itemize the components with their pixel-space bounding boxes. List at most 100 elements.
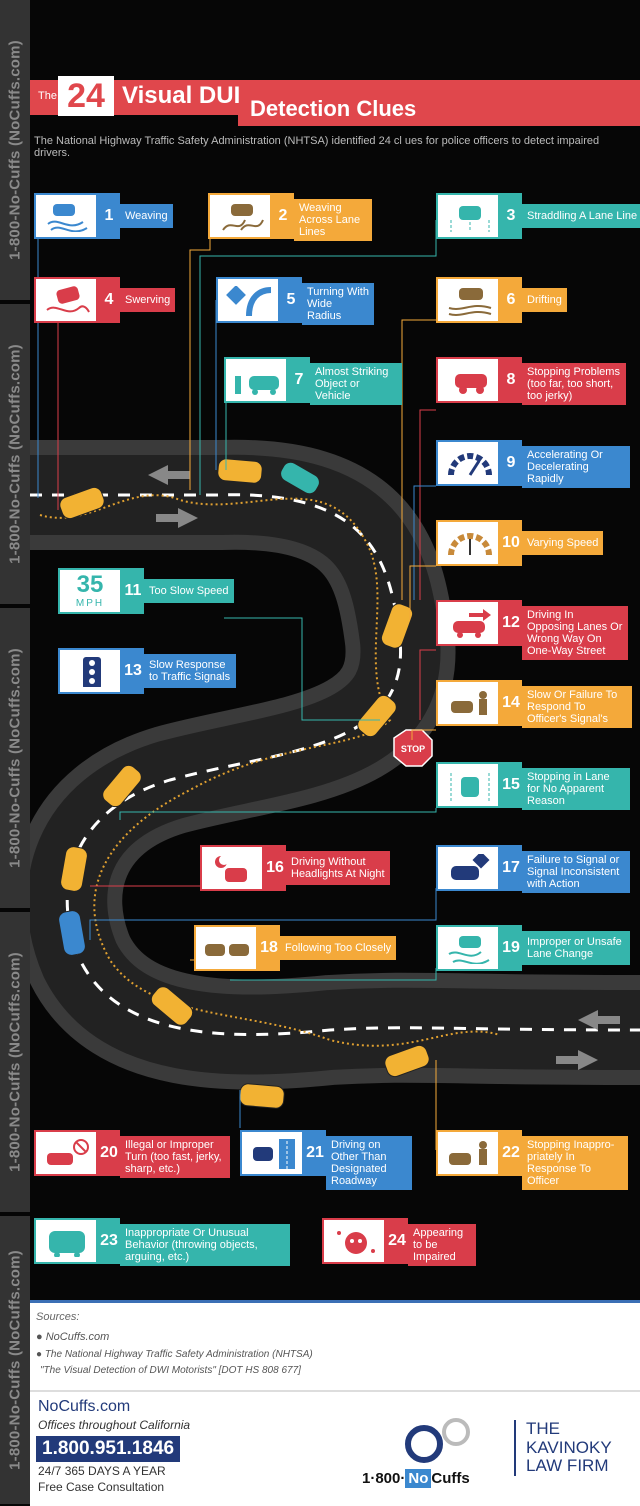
clue-number: 18 [258,925,280,971]
clue-number: 16 [264,845,286,891]
clue-card-7: 7 Almost Striking Object or Vehicle [224,357,404,406]
clue-card-14: 14 Slow Or Failure To Respond To Officer… [436,680,632,729]
sidebar-banner: 1-800-No-Cuffs (NoCuffs.com) [0,304,30,604]
clue-number: 10 [500,520,522,566]
title-line1: Visual DUI [122,82,241,109]
clue-label: Appearing to be Impaired [408,1224,476,1267]
clue-number: 24 [386,1218,408,1264]
tailgating-icon [194,925,258,971]
speed-limit-sign-icon: 35 MPH [58,568,122,614]
brand-suffix: Cuffs [431,1470,470,1487]
clue-number: 4 [98,277,120,323]
clue-label: Illegal or Improper Turn (too fast, jerk… [120,1136,230,1179]
clue-card-10: 10 Varying Speed [436,520,606,566]
clue-number: 12 [500,600,522,646]
straddling-lane-icon [436,193,500,239]
brand-highlight: No [405,1469,432,1488]
clue-card-21: 21 Driving on Other Than Designated Road… [240,1130,420,1191]
clue-label: Slow Response to Traffic Signals [144,654,236,688]
wrong-way-icon [436,600,500,646]
clue-number: 3 [500,193,522,239]
clue-number: 23 [98,1218,120,1264]
clue-label: Driving Without Headlights At Night [286,851,390,885]
car-icon [357,694,397,738]
footer-consultation: Free Case Consultation [38,1480,165,1494]
right-arrow-icon [556,1050,598,1070]
illegal-turn-icon [34,1130,98,1176]
unusual-behavior-icon [34,1218,98,1264]
officer-signal-icon [436,680,500,726]
clue-card-5: 5 Turning With Wide Radius [216,277,376,326]
firm-name: THE KAVINOKY LAW FIRM [514,1419,612,1477]
car-icon [150,986,194,1026]
footer: NoCuffs.com Offices throughout Californi… [30,1390,640,1506]
turn-signal-icon [436,845,500,891]
stopping-car-icon [436,357,500,403]
footer-site-link[interactable]: NoCuffs.com [38,1398,131,1415]
clue-card-17: 17 Failure to Signal or Signal Inconsist… [436,845,630,894]
lane-change-icon [436,925,500,971]
brand-logo: 1·800· No Cuffs [362,1469,470,1488]
clue-number: 17 [500,845,522,891]
footer-availability: 24/7 365 DAYS A YEAR [38,1464,166,1478]
clue-card-4: 4 Swerving [34,277,194,323]
clue-label: Accelerating Or Decelerating Rapidly [522,446,630,489]
right-arrow-icon [156,508,198,528]
clue-label: Straddling A Lane Line [522,204,640,228]
clue-card-20: 20 Illegal or Improper Turn (too fast, j… [34,1130,234,1179]
source-citation: "The Visual Detection of DWI Motorists" … [40,1365,301,1376]
sidebar-banner: 1-800-No-Cuffs (NoCuffs.com) [0,912,30,1212]
car-icon [384,1044,430,1078]
speedometer-icon [436,440,500,486]
car-icon [380,603,414,649]
left-arrow-icon [148,465,190,485]
clue-label: Too Slow Speed [144,579,234,603]
sidebar-banner: 1-800-No-Cuffs (NoCuffs.com) [0,0,30,300]
clue-card-2: 2 Weaving Across Lane Lines [208,193,378,242]
near-collision-icon [224,357,288,403]
clue-label: Following Too Closely [280,936,397,960]
source-item-text: NoCuffs.com [45,1331,110,1343]
car-icon [59,486,105,520]
car-icon [58,910,86,956]
night-driving-icon [200,845,264,891]
clue-number: 11 [122,568,144,614]
clue-number: 15 [500,762,522,808]
clue-label: Varying Speed [522,531,604,555]
clue-label: Stopping Inappro- priately In Response T… [522,1136,628,1191]
clue-card-11: 35 MPH 11 Too Slow Speed [58,568,234,614]
clue-label: Driving on Other Than Designated Roadway [326,1136,412,1191]
sources-title: Sources: [36,1311,80,1323]
clue-card-15: 15 Stopping in Lane for No Apparent Reas… [436,762,630,811]
subtitle: The National Highway Traffic Safety Admi… [34,135,600,159]
road-arrows [148,465,620,1070]
clue-card-8: 8 Stopping Problems (too far, too short,… [436,357,626,406]
clue-card-9: 9 Accelerating Or Decelerating Rapidly [436,440,630,489]
stopped-in-lane-icon [436,762,500,808]
clue-card-18: 18 Following Too Closely [194,925,397,971]
clue-card-13: 13 Slow Response to Traffic Signals [58,648,238,694]
title-number: 24 [58,76,114,116]
clue-number: 9 [500,440,522,486]
car-icon [102,764,142,808]
clue-number: 1 [98,193,120,239]
clue-number: 7 [288,357,310,403]
firm-name-line: KAVINOKY [526,1437,612,1457]
footer-phone[interactable]: 1.800.951.1846 [36,1436,181,1462]
clue-number: 2 [272,193,294,239]
traffic-light-icon [58,648,122,694]
clue-number: 6 [500,277,522,323]
clue-label: Slow Or Failure To Respond To Officer's … [522,686,632,729]
left-arrow-icon [578,1010,620,1030]
car-icon [217,458,263,484]
brand-prefix: 1·800· [362,1470,406,1487]
clue-label: Drifting [522,288,567,312]
title-band-secondary [238,93,640,126]
clue-label: Stopping in Lane for No Apparent Reason [522,768,630,811]
source-item: ● NoCuffs.com [36,1331,110,1343]
source-item-text: The National Highway Traffic Safety Admi… [44,1349,313,1360]
clue-number: 14 [500,680,522,726]
swerving-car-icon [34,277,98,323]
car-icon [60,846,88,892]
clue-card-6: 6 Drifting [436,277,576,323]
